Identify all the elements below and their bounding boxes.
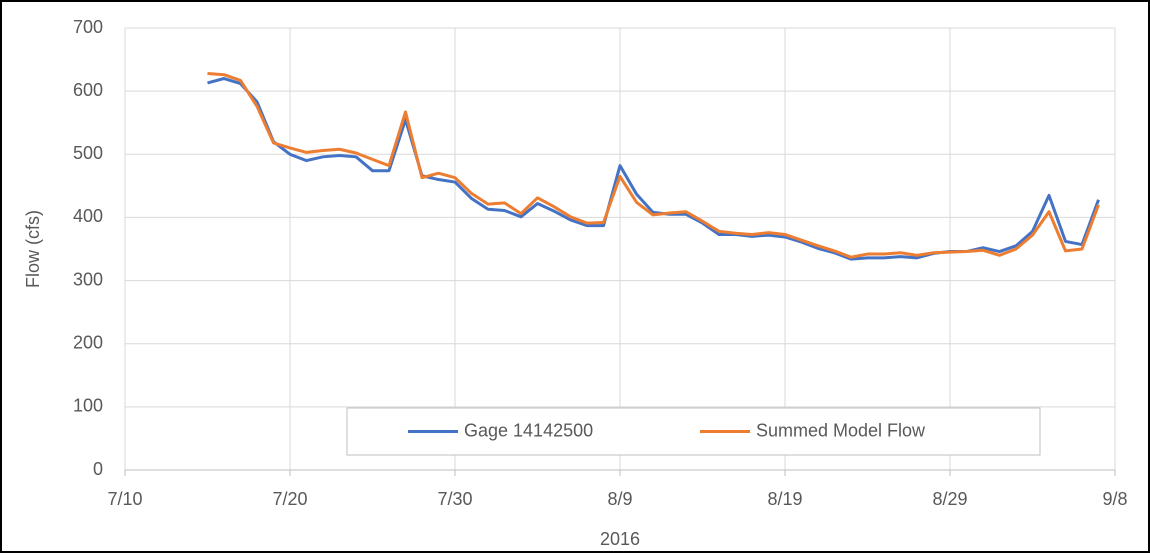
x-axis-title: 2016 <box>600 529 640 549</box>
y-tick-label: 100 <box>73 396 103 416</box>
y-tick-label: 300 <box>73 269 103 289</box>
y-tick-label: 500 <box>73 143 103 163</box>
y-tick-label: 600 <box>73 80 103 100</box>
data-line <box>207 71 1100 259</box>
legend: Gage 14142500 Summed Model Flow <box>346 407 1041 456</box>
y-tick-label: 400 <box>73 206 103 226</box>
y-tick-label: 0 <box>93 459 103 479</box>
x-tick-label: 8/9 <box>607 489 632 509</box>
x-tick-label: 8/29 <box>932 489 967 509</box>
x-tick-label: 7/30 <box>437 489 472 509</box>
x-tick-label: 8/19 <box>767 489 802 509</box>
legend-label: Gage 14142500 <box>464 420 593 440</box>
legend-label: Summed Model Flow <box>756 420 926 440</box>
y-axis-title: Flow (cfs) <box>23 210 43 288</box>
x-tick-label: 7/10 <box>107 489 142 509</box>
y-tick-label: 200 <box>73 332 103 352</box>
x-tick-label: 9/8 <box>1102 489 1127 509</box>
legend-box <box>346 407 1041 456</box>
x-tick-label: 7/20 <box>272 489 307 509</box>
y-tick-label: 700 <box>73 17 103 37</box>
